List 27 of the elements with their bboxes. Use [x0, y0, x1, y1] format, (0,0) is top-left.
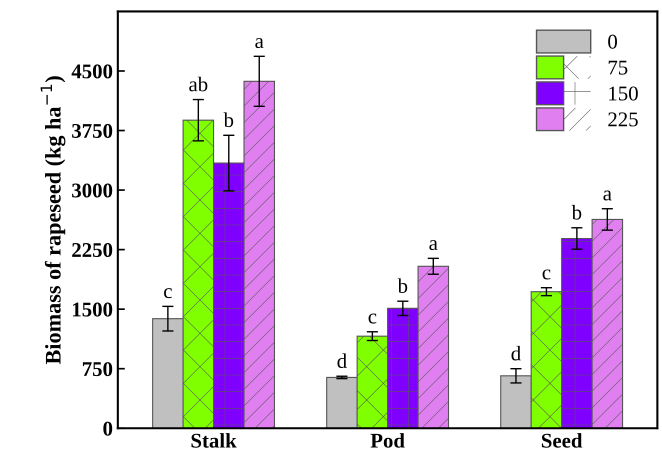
legend-label: 0 — [608, 34, 617, 49]
data-label: c — [164, 288, 172, 298]
y-tick-label: 750 — [82, 362, 112, 376]
data-label: b — [224, 112, 234, 128]
data-label: ab — [189, 76, 208, 92]
data-label: c — [542, 269, 550, 280]
y-tick-label: 3750 — [72, 124, 112, 138]
data-label: b — [572, 204, 582, 220]
x-tick-label: Stalk — [192, 433, 237, 448]
data-label: a — [429, 240, 438, 250]
data-label: a — [603, 190, 612, 201]
y-tick-label: 0 — [103, 422, 112, 436]
y-tick-label: 4500 — [72, 64, 112, 78]
x-tick-label: Pod — [370, 433, 405, 448]
legend-label: 150 — [609, 86, 638, 101]
data-label: d — [512, 346, 521, 360]
y-tick-label: 2250 — [72, 242, 112, 258]
data-label: b — [398, 278, 408, 294]
y-tick-label: 1500 — [72, 302, 112, 317]
x-tick-label: Seed — [542, 433, 582, 448]
y-axis-title: Biomass of rapeseed (kg ha$^{−1}$) — [40, 76, 66, 364]
data-label: a — [255, 38, 264, 48]
y-tick-label: 3000 — [72, 183, 112, 198]
data-label: c — [368, 314, 376, 324]
legend-label: 225 — [608, 112, 638, 126]
legend-label: 75 — [608, 60, 628, 75]
data-label: d — [337, 353, 347, 368]
